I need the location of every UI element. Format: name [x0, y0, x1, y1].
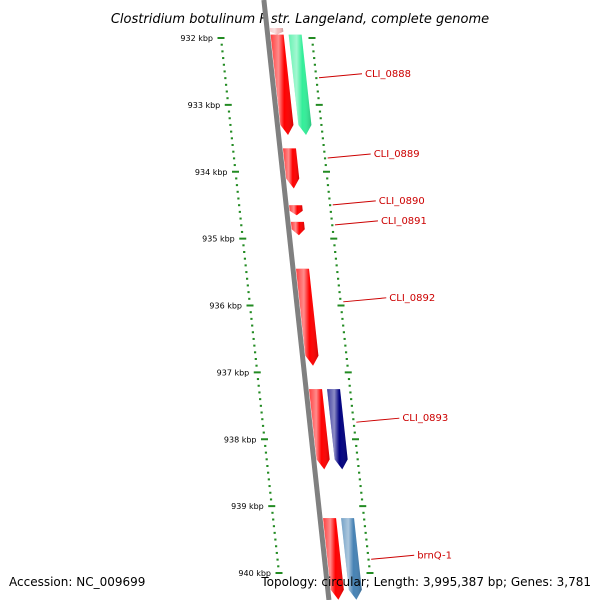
gene-label-leader: [343, 297, 387, 303]
gene-label[interactable]: CLI_0890: [379, 196, 425, 207]
gene-arrow-highlight: [290, 221, 305, 236]
gene-label-leader: [327, 153, 371, 159]
gene-label[interactable]: CLI_0889: [374, 149, 420, 160]
genome-backbone: [261, 0, 332, 600]
gene-arrow-highlight: [341, 518, 362, 600]
kbp-tick-labels: 932 kbp 933 kbp 934 kbp 935 kbp 936 kbp 937 k…: [180, 34, 271, 578]
kbp-tick-label: 934 kbp: [195, 168, 228, 177]
gene-label-leader: [334, 220, 378, 226]
gene-label[interactable]: CLI_0891: [381, 216, 427, 227]
gene-arrow-highlight: [309, 389, 330, 470]
gene-label-leader: [332, 200, 376, 206]
gene-label[interactable]: CLI_0893: [402, 413, 448, 424]
kbp-tick-label: 937 kbp: [217, 368, 250, 377]
kbp-tick-label: 940 kbp: [238, 569, 271, 578]
gene-arrow-highlight: [327, 389, 348, 470]
gene-features: [269, 27, 362, 600]
kbp-tick-label: 939 kbp: [231, 502, 264, 511]
gene-label[interactable]: CLI_0888: [365, 69, 411, 80]
accession-text: Accession: NC_009699: [9, 575, 145, 589]
gene-arrow-highlight: [323, 518, 344, 600]
gene-labels: CLI_0888 CLI_0889 CLI_0890 CLI_0891 CLI_0892…: [318, 69, 452, 561]
kbp-tick-label: 938 kbp: [224, 435, 257, 444]
gene-label[interactable]: CLI_0892: [389, 293, 435, 304]
gene-label-leader: [371, 554, 415, 560]
gene-arrow-highlight: [270, 34, 294, 135]
gene-arrow-highlight: [296, 268, 319, 366]
map-title: Clostridium botulinum F str. Langeland, …: [111, 12, 489, 27]
gene-arrow-highlight: [289, 205, 303, 216]
gene-label-leader: [356, 417, 400, 423]
gene-arrow-highlight: [288, 34, 312, 135]
kbp-tick-label: 933 kbp: [188, 101, 221, 110]
kbp-tick-label: 932 kbp: [180, 34, 213, 43]
genome-summary-text: Topology: circular; Length: 3,995,387 bp…: [260, 575, 591, 589]
gene-arrow-highlight: [282, 148, 300, 189]
gene-arrow-highlight: [269, 27, 284, 35]
kbp-tick-label: 936 kbp: [209, 302, 242, 311]
gene-label[interactable]: brnQ-1: [417, 550, 452, 561]
kbp-tick-label: 935 kbp: [202, 235, 235, 244]
kbp-tick-ring-inner: [217, 37, 283, 574]
gene-label-leader: [318, 73, 363, 79]
kbp-tick-ring-outer: [308, 37, 374, 574]
